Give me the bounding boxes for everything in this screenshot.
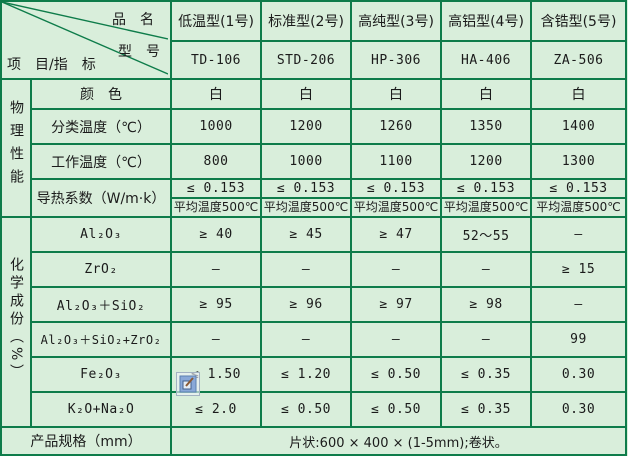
k2o-na2o-value: 0.30 (530, 391, 627, 428)
working-temp-value: 1300 (530, 143, 627, 180)
al2o3-sio2-label: Al₂O₃＋SiO₂ (30, 286, 172, 323)
thermal-conductivity-value-cell: ≤ 0.153 平均温度500℃ (260, 178, 352, 218)
conductivity-value: ≤ 0.153 (443, 181, 529, 199)
thermal-conductivity-label: 导热系数（W/m·k） (30, 178, 172, 218)
conductivity-condition: 平均温度500℃ (353, 200, 439, 214)
fe2o3-value: ≤ 1.50 (170, 356, 262, 393)
k2o-na2o-value: ≤ 2.0 (170, 391, 262, 428)
physical-group-label: 物理性能 (8, 100, 24, 192)
classification-temp-value: 1350 (440, 108, 532, 145)
working-temp-value: 1100 (350, 143, 442, 180)
k2o-na2o-value: ≤ 0.50 (260, 391, 352, 428)
conductivity-value: ≤ 0.153 (533, 181, 624, 199)
classification-temp-value: 1200 (260, 108, 352, 145)
chemical-group-cell: 化学成份（%） (0, 216, 32, 428)
fe2o3-value: ≤ 0.50 (350, 356, 442, 393)
al2o3-value: — (530, 216, 627, 253)
image-placeholder-icon[interactable] (176, 372, 200, 396)
zro2-value: — (170, 251, 262, 288)
thermal-conductivity-value-cell: ≤ 0.153 平均温度500℃ (530, 178, 627, 218)
al2o3-sio2-value: ≥ 95 (170, 286, 262, 323)
al2o3-sio2-value: ≥ 98 (440, 286, 532, 323)
color-row-label: 颜 色 (30, 78, 172, 110)
al2o3-value: 52～55 (440, 216, 532, 253)
conductivity-value: ≤ 0.153 (263, 181, 349, 199)
al2o3-sio2-zro2-value: 99 (530, 321, 627, 358)
color-value: 白 (170, 78, 262, 110)
working-temp-label: 工作温度（℃） (30, 143, 172, 180)
fe2o3-value: ≤ 0.35 (440, 356, 532, 393)
conductivity-condition: 平均温度500℃ (263, 200, 349, 214)
diagonal-divider-lines (3, 3, 168, 75)
conductivity-value: ≤ 0.153 (353, 181, 439, 199)
thermal-conductivity-value-cell: ≤ 0.153 平均温度500℃ (440, 178, 532, 218)
al2o3-sio2-zro2-value: — (170, 321, 262, 358)
al2o3-sio2-value: ≥ 97 (350, 286, 442, 323)
item-indicator-label: 项 目/指 标 (7, 57, 96, 73)
product-spec-value: 片状:600 × 400 × (1-5mm);卷状。 (170, 426, 627, 456)
working-temp-value: 1200 (440, 143, 532, 180)
zro2-value: ≥ 15 (530, 251, 627, 288)
model-number-1: TD-106 (170, 40, 262, 80)
color-value: 白 (350, 78, 442, 110)
thermal-conductivity-value-cell: ≤ 0.153 平均温度500℃ (350, 178, 442, 218)
al2o3-sio2-zro2-label: Al₂O₃＋SiO₂+ZrO₂ (30, 321, 172, 358)
product-spec-label: 产品规格（mm） (0, 426, 172, 456)
column-header-type-1: 低温型(1号) (170, 0, 262, 42)
chemical-group-label: 化学成份（%） (8, 257, 24, 383)
thermal-conductivity-value-cell: ≤ 0.153 平均温度500℃ (170, 178, 262, 218)
conductivity-condition: 平均温度500℃ (443, 200, 529, 214)
fe2o3-value: 0.30 (530, 356, 627, 393)
model-number-4: HA-406 (440, 40, 532, 80)
column-header-type-2: 标准型(2号) (260, 0, 352, 42)
zro2-label: ZrO₂ (30, 251, 172, 288)
k2o-na2o-value: ≤ 0.35 (440, 391, 532, 428)
model-number-2: STD-206 (260, 40, 352, 80)
al2o3-value: ≥ 40 (170, 216, 262, 253)
color-value: 白 (260, 78, 352, 110)
conductivity-value: ≤ 0.153 (173, 181, 259, 199)
classification-temp-value: 1400 (530, 108, 627, 145)
fe2o3-value: ≤ 1.20 (260, 356, 352, 393)
classification-temp-value: 1000 (170, 108, 262, 145)
zro2-value: — (440, 251, 532, 288)
classification-temp-value: 1260 (350, 108, 442, 145)
al2o3-value: ≥ 45 (260, 216, 352, 253)
al2o3-sio2-value: ≥ 96 (260, 286, 352, 323)
k2o-na2o-value: ≤ 0.50 (350, 391, 442, 428)
al2o3-sio2-zro2-value: — (440, 321, 532, 358)
working-temp-value: 800 (170, 143, 262, 180)
al2o3-sio2-value: — (530, 286, 627, 323)
model-no-label: 型 号 (118, 44, 160, 60)
column-header-type-5: 含锆型(5号) (530, 0, 627, 42)
model-number-3: HP-306 (350, 40, 442, 80)
al2o3-label: Al₂O₃ (30, 216, 172, 253)
color-value: 白 (440, 78, 532, 110)
zro2-value: — (260, 251, 352, 288)
column-header-type-4: 高铝型(4号) (440, 0, 532, 42)
al2o3-sio2-zro2-value: — (350, 321, 442, 358)
working-temp-value: 1000 (260, 143, 352, 180)
conductivity-condition: 平均温度500℃ (536, 200, 621, 214)
column-header-type-3: 高纯型(3号) (350, 0, 442, 42)
conductivity-condition: 平均温度500℃ (173, 200, 259, 214)
classification-temp-label: 分类温度（℃） (30, 108, 172, 145)
zro2-value: — (350, 251, 442, 288)
fe2o3-label: Fe₂O₃ (30, 356, 172, 393)
corner-header-cell: 品 名 型 号 项 目/指 标 (0, 0, 172, 80)
al2o3-value: ≥ 47 (350, 216, 442, 253)
product-name-label: 品 名 (112, 12, 154, 28)
al2o3-sio2-zro2-value: — (260, 321, 352, 358)
color-value: 白 (530, 78, 627, 110)
model-number-5: ZA-506 (530, 40, 627, 80)
k2o-na2o-label: K₂O+Na₂O (30, 391, 172, 428)
physical-group-cell: 物理性能 (0, 78, 32, 218)
